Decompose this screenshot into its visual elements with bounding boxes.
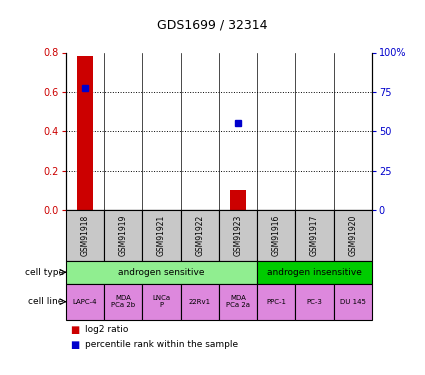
Bar (142, 284, 181, 320)
Text: LNCa
P: LNCa P (153, 295, 170, 308)
Text: log2 ratio: log2 ratio (85, 325, 128, 334)
Bar (295, 210, 334, 261)
Bar (219, 210, 257, 261)
Text: GSM91923: GSM91923 (233, 214, 243, 256)
Bar (181, 210, 219, 261)
Text: ■: ■ (70, 340, 79, 350)
Text: GSM91919: GSM91919 (119, 214, 128, 256)
Bar (104, 210, 142, 261)
Bar (66, 284, 104, 320)
Bar (257, 284, 295, 320)
Bar (66, 210, 104, 261)
Bar (219, 284, 257, 320)
Text: DU 145: DU 145 (340, 298, 366, 304)
Text: PC-3: PC-3 (306, 298, 323, 304)
Text: PPC-1: PPC-1 (266, 298, 286, 304)
Bar (230, 190, 246, 210)
Text: androgen sensitive: androgen sensitive (118, 268, 205, 277)
Bar (257, 261, 372, 284)
Text: GSM91922: GSM91922 (195, 214, 204, 256)
Text: GSM91920: GSM91920 (348, 214, 357, 256)
Bar (295, 284, 334, 320)
Text: cell line: cell line (28, 297, 64, 306)
Text: cell type: cell type (25, 268, 64, 277)
Text: ■: ■ (70, 325, 79, 335)
Text: GSM91917: GSM91917 (310, 214, 319, 256)
Text: 22Rv1: 22Rv1 (189, 298, 211, 304)
Bar (334, 284, 372, 320)
Bar (181, 284, 219, 320)
Bar (66, 261, 257, 284)
Text: androgen insensitive: androgen insensitive (267, 268, 362, 277)
Text: MDA
PCa 2a: MDA PCa 2a (226, 295, 250, 308)
Bar (334, 210, 372, 261)
Text: GDS1699 / 32314: GDS1699 / 32314 (157, 19, 268, 32)
Bar (257, 210, 295, 261)
Text: GSM91918: GSM91918 (80, 214, 90, 256)
Text: LAPC-4: LAPC-4 (73, 298, 97, 304)
Text: GSM91916: GSM91916 (272, 214, 281, 256)
Text: MDA
PCa 2b: MDA PCa 2b (111, 295, 135, 308)
Bar (77, 57, 93, 210)
Bar (104, 284, 142, 320)
Text: percentile rank within the sample: percentile rank within the sample (85, 340, 238, 349)
Bar (142, 210, 181, 261)
Text: GSM91921: GSM91921 (157, 214, 166, 256)
